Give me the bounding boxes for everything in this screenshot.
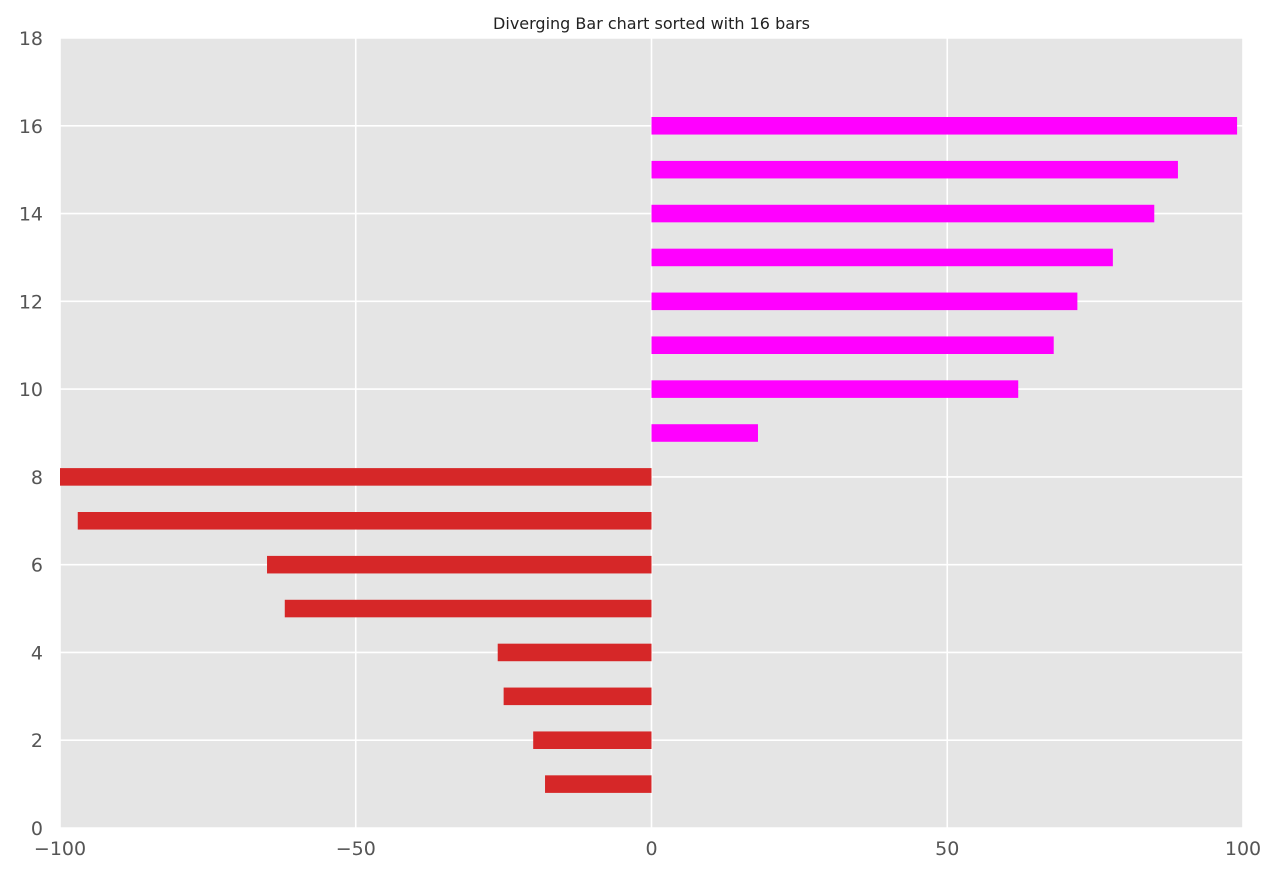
chart-title: Diverging Bar chart sorted with 16 bars [493,14,810,33]
y-tick-label: 2 [31,730,43,752]
x-tick-label: −100 [34,838,86,860]
bar-4 [497,643,652,662]
y-tick-label: 16 [19,116,43,138]
y-axis-ticks: 0 2 4 6 8 10 12 14 16 18 [19,28,43,840]
bar-6 [267,555,652,574]
bar-7 [77,512,652,530]
y-tick-label: 8 [31,467,43,489]
y-tick-label: 18 [19,28,43,50]
bar-16 [651,117,1238,135]
x-tick-label: −50 [336,838,376,860]
bar-2 [533,731,652,749]
x-axis-ticks: −100 −50 0 50 100 [34,838,1261,860]
bar-15 [651,160,1178,179]
y-tick-label: 4 [31,642,43,664]
bars [60,117,1238,793]
y-tick-label: 6 [31,555,43,577]
x-tick-label: 100 [1225,838,1261,860]
bar-11 [651,336,1054,354]
bar-14 [651,204,1155,223]
bar-3 [503,687,652,706]
bar-9 [651,424,758,442]
y-tick-label: 0 [31,818,43,840]
y-tick-label: 10 [19,379,43,401]
y-tick-label: 12 [19,291,43,313]
bar-12 [651,292,1078,311]
bar-10 [651,380,1019,398]
bar-1 [545,775,652,793]
bar-13 [651,248,1113,267]
x-tick-label: 50 [935,838,959,860]
x-tick-label: 0 [645,838,657,860]
bar-8 [60,468,652,486]
y-tick-label: 14 [19,204,43,226]
bar-5 [284,599,652,618]
